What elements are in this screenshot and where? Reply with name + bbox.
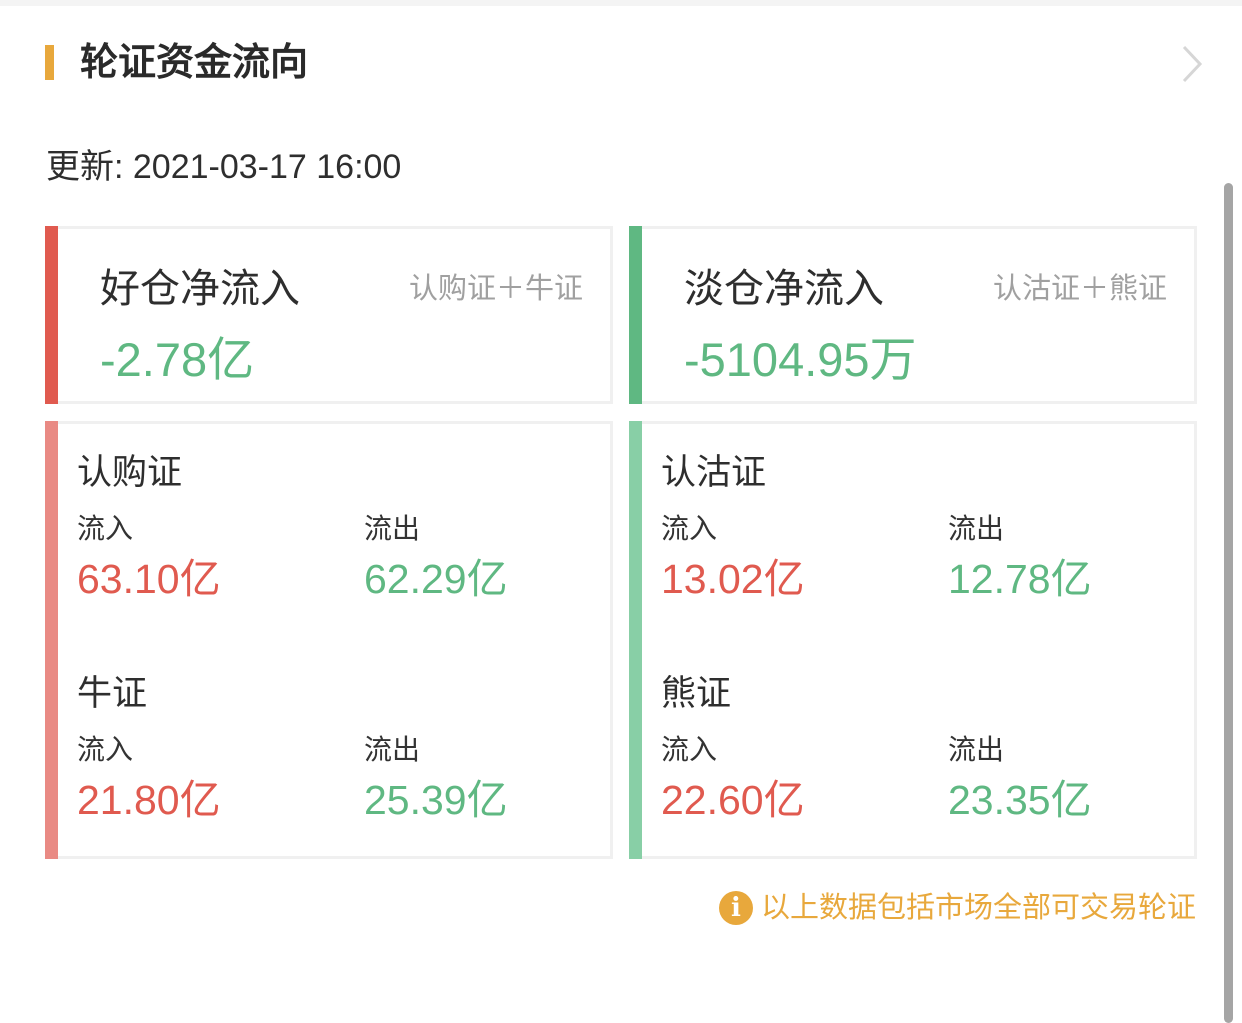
outflow-label: 流出 [948,513,1005,544]
inflow-value: 13.02亿 [661,556,805,602]
inflow-value: 21.80亿 [77,777,221,823]
outflow-label: 流出 [364,513,421,544]
section-title: 认购证 [77,453,183,492]
chevron-right-icon[interactable] [1176,44,1206,84]
outflow-label: 流出 [948,734,1005,765]
net-inflow-value: -2.78亿 [100,333,255,386]
net-inflow-value: -5104.95万 [684,333,917,386]
card-subtitle: 认沽证＋熊证 [992,273,1167,305]
card-subtitle: 认购证＋牛证 [408,273,583,305]
inflow-label: 流入 [661,513,718,544]
outflow-value: 23.35亿 [948,777,1092,823]
bull-detail-card: 认购证 流入 流出 63.10亿 62.29亿 牛证 流入 流出 21.80亿 … [45,421,613,859]
bull-net-inflow-card: 好仓净流入 认购证＋牛证 -2.78亿 [45,226,613,404]
inflow-label: 流入 [77,734,134,765]
top-divider [0,0,1242,6]
card-color-bar [45,421,58,859]
outflow-value: 12.78亿 [948,556,1092,602]
section-title: 熊证 [661,674,732,713]
card-title: 淡仓净流入 [684,267,884,311]
scrollbar[interactable] [1224,183,1233,1023]
bear-net-inflow-card: 淡仓净流入 认沽证＋熊证 -5104.95万 [629,226,1197,404]
card-color-bar [45,226,58,404]
card-color-bar [629,421,642,859]
bear-detail-card: 认沽证 流入 流出 13.02亿 12.78亿 熊证 流入 流出 22.60亿 … [629,421,1197,859]
title-accent-bar [45,45,54,80]
info-icon: i [718,891,753,925]
card-title: 好仓净流入 [100,267,300,311]
section-title: 牛证 [77,674,148,713]
inflow-value: 63.10亿 [77,556,221,602]
page-title: 轮证资金流向 [80,42,309,84]
footer-note: i 以上数据包括市场全部可交易轮证 [718,890,1196,926]
section-title: 认沽证 [661,453,767,492]
outflow-value: 62.29亿 [364,556,508,602]
card-color-bar [629,226,642,404]
inflow-label: 流入 [77,513,134,544]
footer-note-text: 以上数据包括市场全部可交易轮证 [760,892,1196,924]
outflow-value: 25.39亿 [364,777,508,823]
inflow-label: 流入 [661,734,718,765]
inflow-value: 22.60亿 [661,777,805,823]
outflow-label: 流出 [364,734,421,765]
update-time: 更新: 2021-03-17 16:00 [46,148,402,186]
